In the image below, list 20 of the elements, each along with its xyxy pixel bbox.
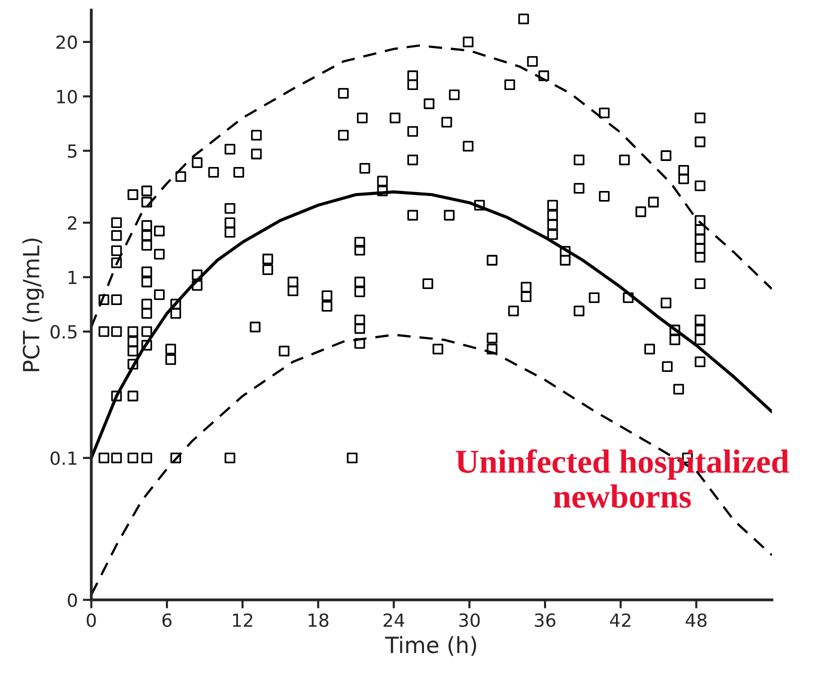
x-tick-label: 0	[86, 613, 96, 628]
y-tick-label: 0.5	[50, 325, 77, 339]
y-tick-label: 5	[68, 144, 77, 158]
x-tick-label: 6	[162, 613, 172, 628]
x-tick-label: 30	[459, 613, 480, 628]
x-axis-title: Time (h)	[385, 636, 476, 656]
annotation: Uninfected hospitalized newborns	[456, 449, 789, 508]
y-tick-label: 10	[57, 90, 77, 104]
x-tick-label: 12	[233, 613, 252, 627]
x-tick-label: 42	[610, 613, 630, 627]
x-tick-label: 36	[534, 613, 556, 628]
y-tick-label: 0.1	[50, 451, 76, 466]
y-tick-label: 2	[68, 216, 76, 230]
x-tick-label: 24	[384, 613, 404, 627]
x-tick-label: 18	[308, 613, 328, 628]
x-tick-label: 48	[686, 613, 707, 628]
y-tick-label: 20	[56, 35, 77, 50]
y-axis-title: PCT (ng/mL)	[22, 238, 44, 372]
y-tick-label: 0	[68, 593, 77, 607]
y-tick-label: 1	[68, 270, 76, 284]
